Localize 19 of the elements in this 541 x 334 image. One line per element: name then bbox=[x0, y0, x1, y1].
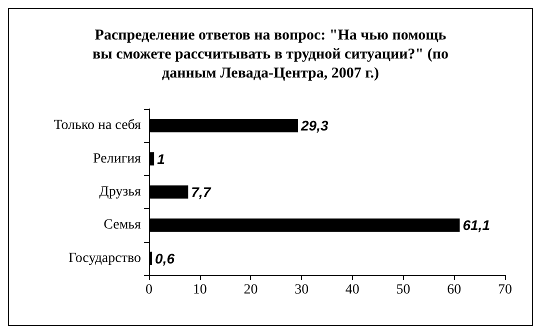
chart-title: Распределение ответов на вопрос: "На чью помощь вы сможете рассчитывать в трудной ситуации?" (по данным Левада-Центра, 2007 г.) bbox=[92, 28, 448, 82]
y-tick-label: Семья bbox=[104, 218, 142, 233]
data-label: 0,6 bbox=[155, 250, 175, 266]
x-tick-label: 10 bbox=[192, 282, 207, 298]
y-tick-label: Религия bbox=[93, 151, 142, 166]
data-label: 29,3 bbox=[300, 118, 328, 134]
data-label: 1 bbox=[157, 150, 166, 167]
data-label: 7,7 bbox=[191, 184, 212, 200]
x-tick-label: 50 bbox=[396, 282, 410, 298]
y-tick-label: Только на себя bbox=[54, 118, 142, 134]
x-tick-label: 20 bbox=[244, 282, 258, 298]
x-tick-label: 40 bbox=[345, 282, 360, 298]
data-label: 61,1 bbox=[462, 217, 490, 234]
x-tick-label: 60 bbox=[447, 282, 462, 298]
y-tick-label: Государство bbox=[68, 250, 141, 266]
x-tick-label: 0 bbox=[146, 282, 152, 298]
x-tick-label: 70 bbox=[498, 282, 512, 298]
y-tick-label: Друзья bbox=[99, 184, 142, 200]
x-tick-label: 30 bbox=[294, 282, 309, 298]
